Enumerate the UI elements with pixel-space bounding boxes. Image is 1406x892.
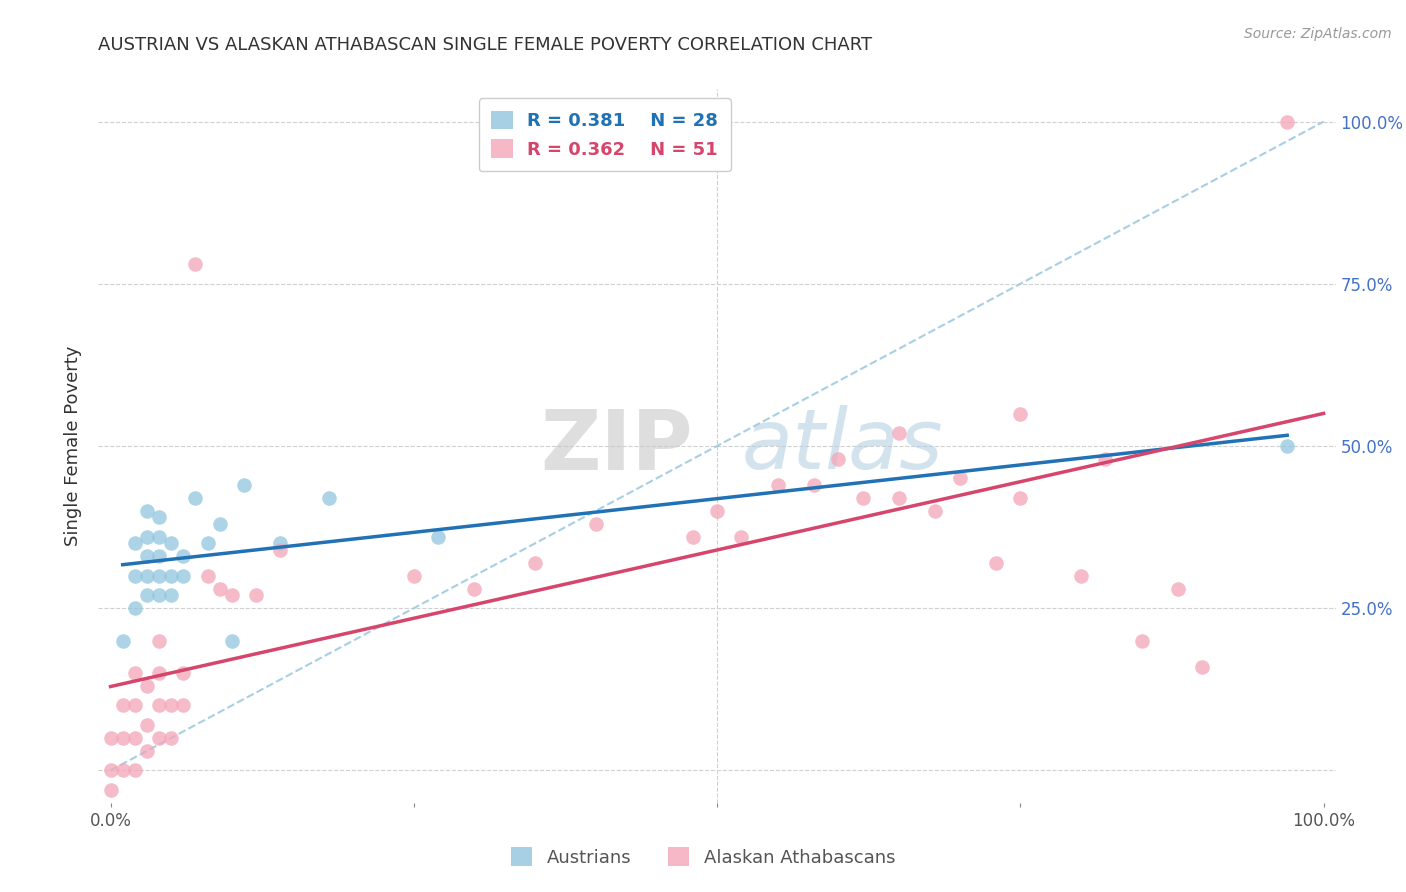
Point [172, 568, 194, 582]
Point [136, 744, 159, 758]
Point [269, 536, 291, 550]
Y-axis label: Single Female Poverty: Single Female Poverty [65, 346, 83, 546]
Point [766, 478, 789, 492]
Point [136, 549, 159, 564]
Point [924, 504, 946, 518]
Point [706, 504, 728, 518]
Point [100, 782, 122, 797]
Point [197, 568, 219, 582]
Point [136, 718, 159, 732]
Point [524, 556, 547, 570]
Point [136, 679, 159, 693]
Point [100, 764, 122, 778]
Point [172, 698, 194, 713]
Point [148, 588, 170, 602]
Point [1010, 407, 1032, 421]
Legend: R = 0.381    N = 28, R = 0.362    N = 51: R = 0.381 N = 28, R = 0.362 N = 51 [478, 98, 731, 171]
Point [148, 549, 170, 564]
Point [124, 536, 146, 550]
Point [1191, 659, 1213, 673]
Point [148, 698, 170, 713]
Point [803, 478, 825, 492]
Point [682, 530, 704, 544]
Point [124, 601, 146, 615]
Point [124, 568, 146, 582]
Point [427, 530, 450, 544]
Point [1275, 114, 1298, 128]
Point [208, 516, 231, 531]
Text: AUSTRIAN VS ALASKAN ATHABASCAN SINGLE FEMALE POVERTY CORRELATION CHART: AUSTRIAN VS ALASKAN ATHABASCAN SINGLE FE… [98, 36, 873, 54]
Point [233, 478, 256, 492]
Point [136, 504, 159, 518]
Point [124, 731, 146, 745]
Point [208, 582, 231, 596]
Point [852, 491, 875, 505]
Point [124, 666, 146, 681]
Point [136, 588, 159, 602]
Point [111, 633, 134, 648]
Point [1167, 582, 1189, 596]
Point [245, 588, 267, 602]
Point [1010, 491, 1032, 505]
Point [148, 731, 170, 745]
Point [111, 764, 134, 778]
Point [136, 530, 159, 544]
Point [887, 491, 910, 505]
Point [221, 588, 243, 602]
Point [585, 516, 607, 531]
Point [172, 666, 194, 681]
Point [160, 568, 183, 582]
Point [172, 549, 194, 564]
Point [197, 536, 219, 550]
Point [124, 698, 146, 713]
Text: atlas: atlas [742, 406, 943, 486]
Point [984, 556, 1007, 570]
Point [148, 510, 170, 524]
Point [148, 666, 170, 681]
Point [827, 452, 849, 467]
Point [1094, 452, 1116, 467]
Point [221, 633, 243, 648]
Legend: Austrians, Alaskan Athabascans: Austrians, Alaskan Athabascans [503, 840, 903, 874]
Point [1130, 633, 1153, 648]
Point [148, 530, 170, 544]
Point [1070, 568, 1092, 582]
Point [160, 588, 183, 602]
Point [887, 425, 910, 440]
Point [318, 491, 340, 505]
Point [463, 582, 485, 596]
Point [269, 542, 291, 557]
Point [184, 491, 207, 505]
Point [100, 731, 122, 745]
Point [1275, 439, 1298, 453]
Point [124, 764, 146, 778]
Point [111, 698, 134, 713]
Point [160, 698, 183, 713]
Point [111, 731, 134, 745]
Point [184, 257, 207, 271]
Point [148, 633, 170, 648]
Point [949, 471, 972, 485]
Point [402, 568, 425, 582]
Text: ZIP: ZIP [540, 406, 692, 486]
Text: Source: ZipAtlas.com: Source: ZipAtlas.com [1244, 27, 1392, 41]
Point [136, 568, 159, 582]
Point [160, 731, 183, 745]
Point [730, 530, 752, 544]
Point [160, 536, 183, 550]
Point [148, 568, 170, 582]
